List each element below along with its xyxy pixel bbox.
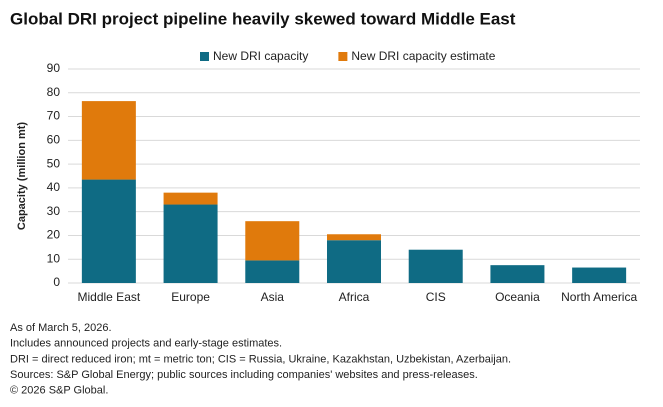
footnote: DRI = direct reduced iron; mt = metric t… [10,353,511,365]
bar-segment [245,221,300,261]
y-tick-label: 90 [47,61,61,75]
legend-swatch [338,52,348,61]
legend-label: New DRI capacity estimate [351,49,495,63]
bar-segment [327,240,381,283]
legend-label: New DRI capacity [213,49,308,63]
bar-segment [490,265,545,283]
bar-segment [81,179,136,283]
y-tick-label: 80 [47,85,61,99]
y-tick-label: 0 [53,275,60,289]
y-tick-label: 70 [47,109,61,123]
footnote: Sources: S&P Global Energy; public sourc… [10,369,478,381]
y-tick-label: 50 [47,156,61,170]
footnote: © 2026 S&P Global. [10,385,108,397]
bar-segment [572,267,627,283]
y-tick-label: 30 [47,204,61,218]
x-tick-label: Asia [261,290,285,304]
bar-segment [245,260,300,283]
bar-segment [81,101,136,180]
y-tick-label: 40 [47,180,61,194]
x-tick-label: Europe [171,290,210,304]
y-tick-label: 20 [47,228,61,242]
x-tick-label: Oceania [495,290,540,304]
x-tick-label: North America [561,290,637,304]
x-tick-label: Africa [339,290,370,304]
footnote: Includes announced projects and early-st… [10,338,282,350]
y-axis-label: Capacity (million mt) [16,122,28,231]
chart-title: Global DRI project pipeline heavily skew… [10,9,516,28]
bar-segment [408,249,463,283]
bar-segment [163,204,218,283]
legend-swatch [200,52,209,61]
x-tick-label: Middle East [78,290,141,304]
y-tick-label: 10 [47,251,61,265]
y-tick-label: 60 [47,133,61,147]
footnote: As of March 5, 2026. [10,322,112,334]
bar-segment [163,192,218,205]
bar-segment [327,234,381,241]
x-tick-label: CIS [426,290,446,304]
